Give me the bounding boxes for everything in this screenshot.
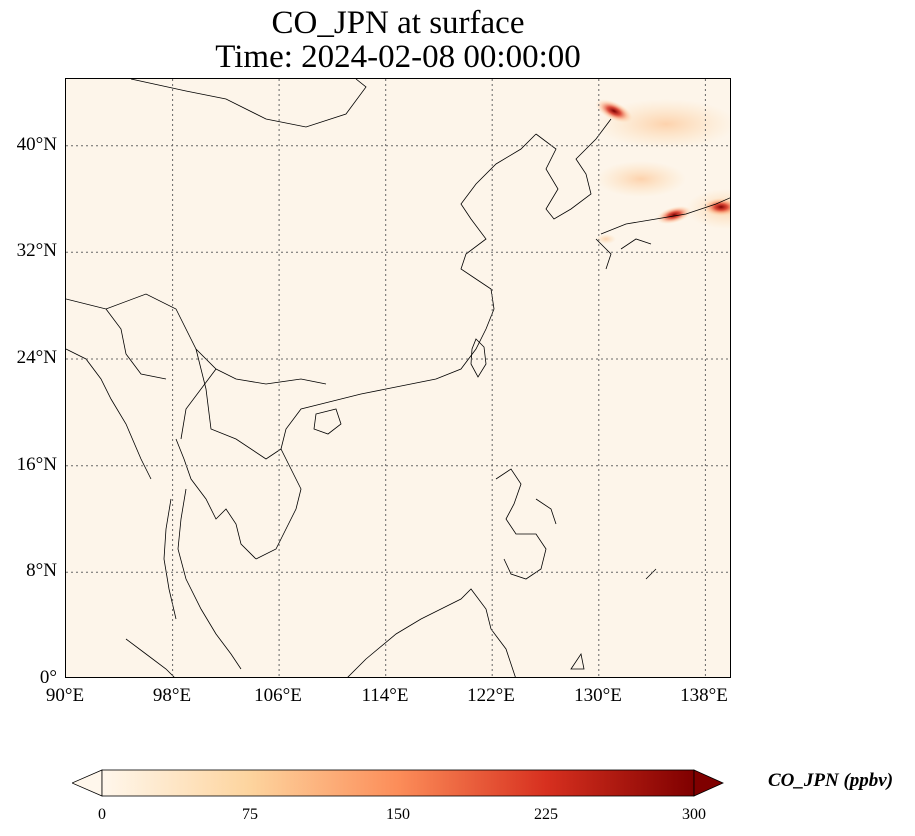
- colorbar-title: CO_JPN (ppbv): [768, 770, 894, 791]
- lon-tick-98e: 98°E: [152, 685, 192, 706]
- colorbar-max-extend: [693, 769, 724, 797]
- colorbar-tick-150: 150: [386, 806, 410, 823]
- lon-tick-122e: 122°E: [467, 685, 515, 706]
- map-title: CO_JPN at surface Time: 2024-02-08 00:00…: [65, 6, 731, 74]
- lat-tick-32n: 32°N: [16, 240, 57, 261]
- lon-tick-130e: 130°E: [574, 685, 622, 706]
- lon-tick-138e: 138°E: [680, 685, 728, 706]
- gridlines: [66, 79, 730, 677]
- colorbar-tick-75: 75: [242, 806, 258, 823]
- colorbar-tick-225: 225: [534, 806, 558, 823]
- lon-tick-106e: 106°E: [254, 685, 302, 706]
- lat-tick-0: 0°: [39, 667, 57, 688]
- map-panel[interactable]: [65, 78, 731, 678]
- lat-tick-8n: 8°N: [26, 560, 57, 581]
- title-line-2: Time: 2024-02-08 00:00:00: [215, 39, 581, 75]
- colorbar: [72, 769, 724, 797]
- lat-tick-40n: 40°N: [16, 134, 57, 155]
- colorbar-tick-300: 300: [682, 806, 706, 823]
- lat-tick-24n: 24°N: [16, 347, 57, 368]
- lon-tick-90e: 90°E: [45, 685, 85, 706]
- map-svg: [66, 79, 730, 677]
- colorbar-min-extend: [72, 769, 103, 797]
- colorbar-tick-0: 0: [98, 806, 106, 823]
- colorbar-body: [101, 769, 695, 797]
- lat-tick-16n: 16°N: [16, 454, 57, 475]
- title-line-1: CO_JPN at surface: [271, 5, 525, 41]
- co-plumes: [595, 99, 730, 244]
- lon-tick-114e: 114°E: [361, 685, 409, 706]
